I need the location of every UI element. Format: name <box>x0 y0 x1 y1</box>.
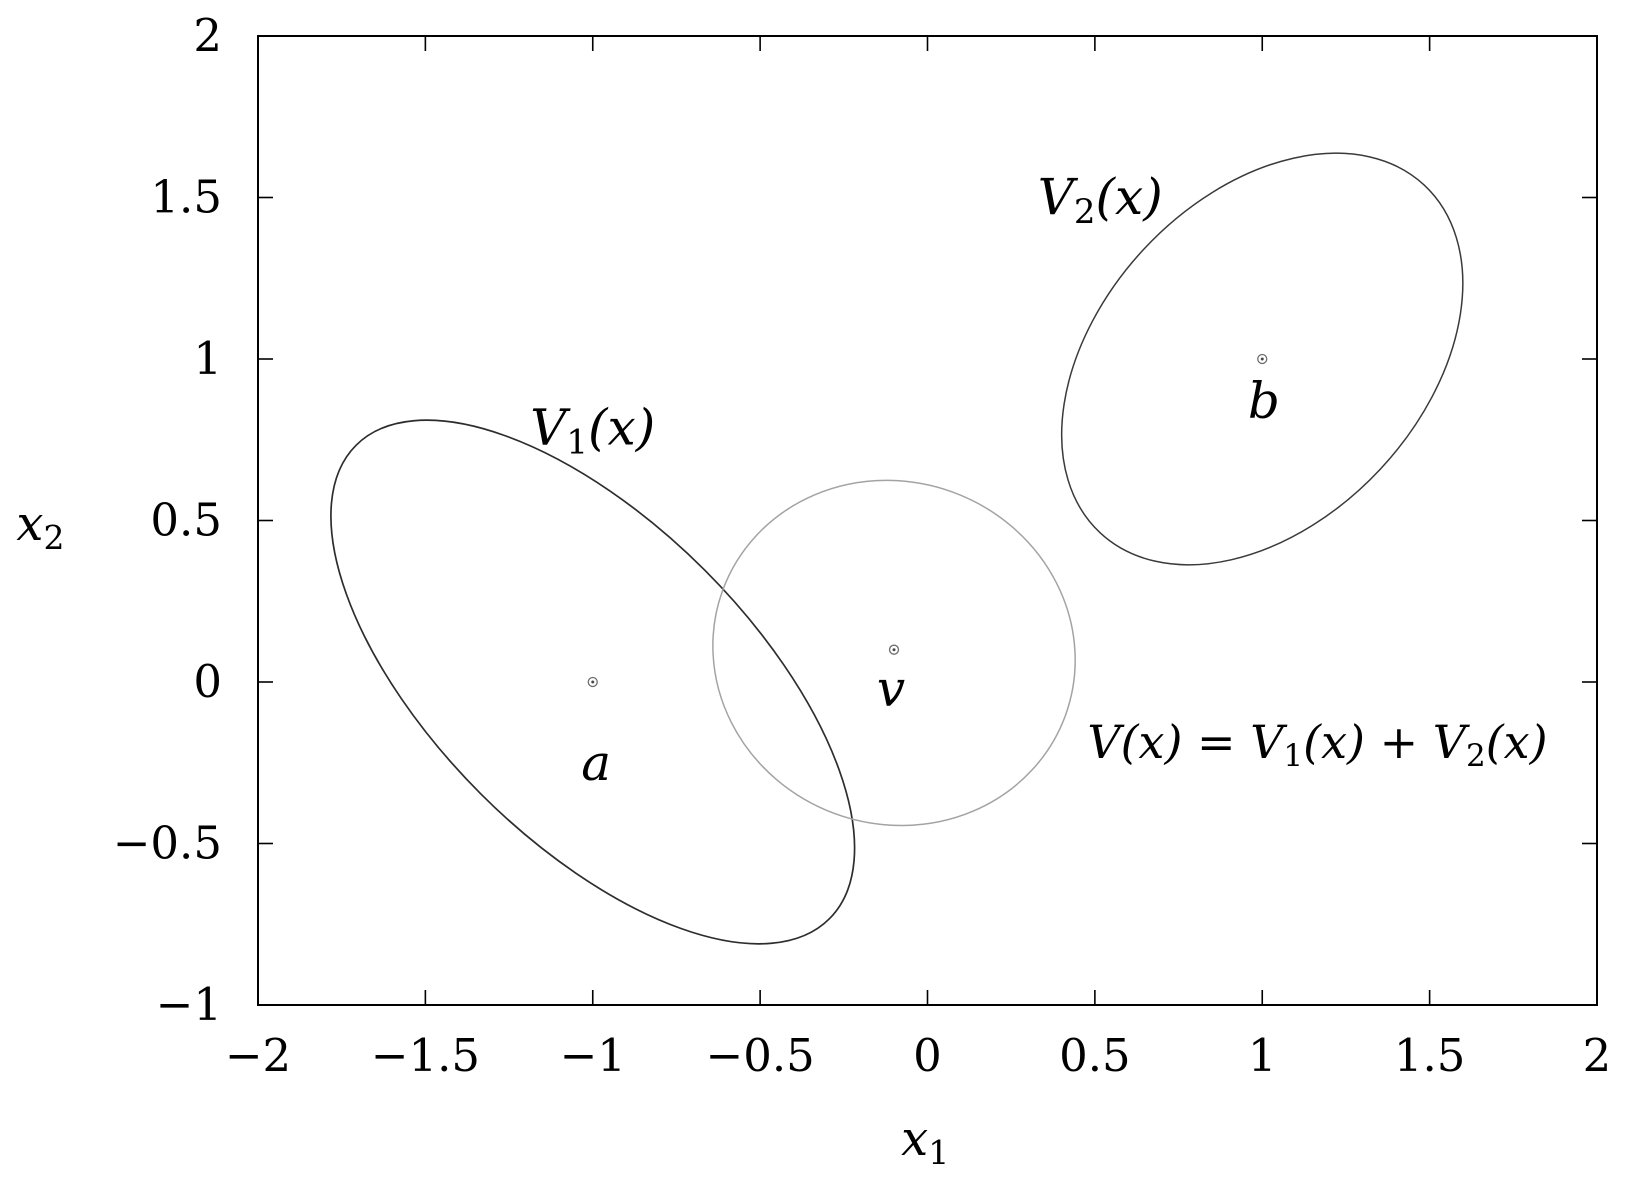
y-axis-label: x2 <box>16 496 64 557</box>
point-b-label: b <box>1248 372 1280 430</box>
y-tick-label: −0.5 <box>113 817 222 870</box>
x-tick-label: −1.5 <box>371 1029 480 1082</box>
y-tick-label: 1.5 <box>150 171 222 224</box>
y-tick-label: 0 <box>193 655 222 708</box>
point-a-label: a <box>581 734 611 792</box>
ellipse-V <box>712 479 1076 827</box>
ellipse-V2 <box>1060 152 1464 566</box>
v1-curve-label: V1(x) <box>530 399 655 463</box>
y-tick-label: 1 <box>193 332 222 385</box>
x-tick-label: 2 <box>1583 1029 1612 1082</box>
x-tick-label: 0.5 <box>1059 1029 1131 1082</box>
x-tick-label: −0.5 <box>705 1029 814 1082</box>
x-tick-label: 0 <box>913 1029 942 1082</box>
x-tick-label: −1 <box>560 1029 626 1082</box>
marker-dot-v <box>892 648 896 652</box>
marker-ring-a <box>587 676 598 688</box>
sum-equation: V(x) = V1(x) + V2(x) <box>1087 715 1547 774</box>
ellipse-V1 <box>330 419 856 945</box>
marker-ring-b <box>1257 353 1268 365</box>
y-tick-label: −1 <box>156 978 222 1031</box>
x-axis-label: x1 <box>901 1111 949 1172</box>
point-v-label: v <box>877 659 905 717</box>
x-tick-label: −2 <box>225 1029 291 1082</box>
plot-border <box>257 35 1598 1006</box>
marker-dot-a <box>591 680 595 684</box>
y-tick-label: 0.5 <box>150 494 222 547</box>
x-tick-label: 1.5 <box>1394 1029 1466 1082</box>
marker-dot-b <box>1260 357 1264 361</box>
marker-ring-v <box>888 644 900 655</box>
x-tick-label: 1 <box>1248 1029 1277 1082</box>
y-tick-label: 2 <box>193 9 222 62</box>
v2-curve-label: V2(x) <box>1038 168 1163 232</box>
